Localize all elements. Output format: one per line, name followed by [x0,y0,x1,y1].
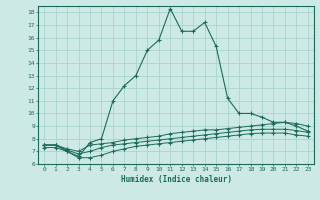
X-axis label: Humidex (Indice chaleur): Humidex (Indice chaleur) [121,175,231,184]
